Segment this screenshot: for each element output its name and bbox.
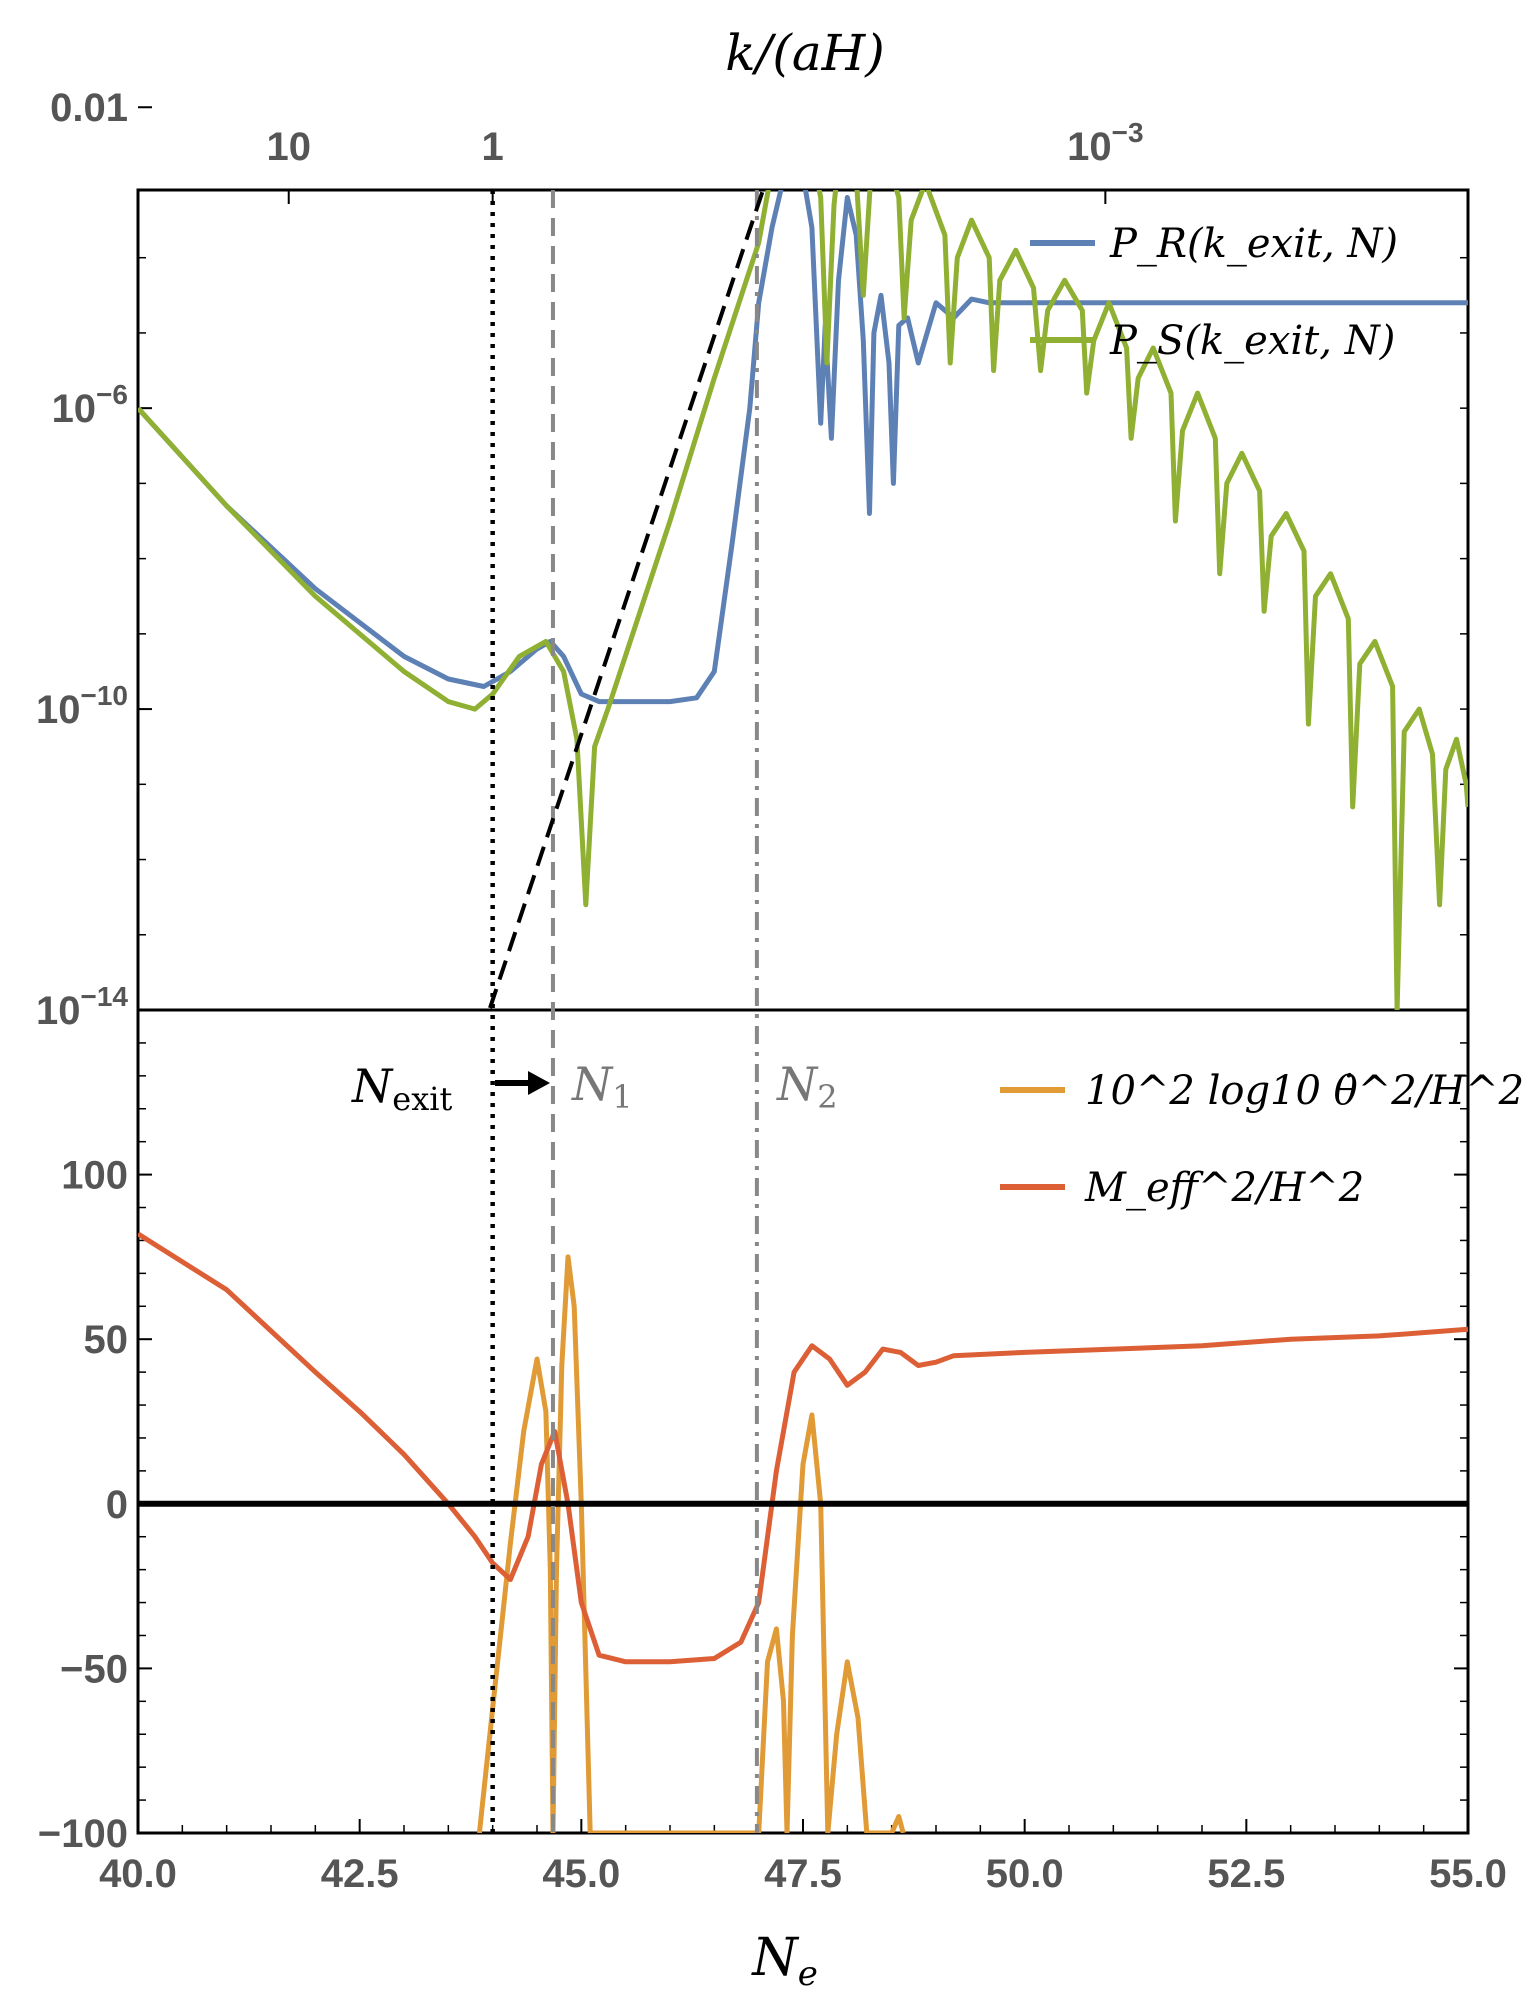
y-tick-label: −50 — [60, 1647, 128, 1691]
top-axis-tick-label: 10 — [266, 125, 311, 169]
y-tick-label: 10−14 — [36, 981, 128, 1033]
top-legend: P_R(k_exit, N) P_S(k_exit, N) — [1030, 221, 1398, 364]
bottom-series-group — [138, 1231, 1468, 1833]
y-tick-label: 10−10 — [36, 680, 128, 732]
axis-ticks: 0.01 10−6 10−10 10−14 10 1 10−3 100 50 0 −50 −10040… — [36, 86, 1507, 1896]
top-panel-frame — [136, 188, 1470, 1012]
y-tick-label: 10−6 — [52, 379, 128, 431]
n1-label: N1 — [571, 1057, 633, 1116]
reference-lines — [488, 189, 765, 1833]
x-tick-label: 50.0 — [986, 1852, 1064, 1896]
top-axis-tick-label: 10−3 — [1067, 117, 1143, 169]
y-tick-label: 0.01 — [50, 86, 128, 130]
x-tick-label: 40.0 — [99, 1852, 177, 1896]
n2-label: N2 — [776, 1057, 838, 1116]
legend-label-ps: P_S(k_exit, N) — [1109, 318, 1395, 364]
y-tick-label: −100 — [38, 1812, 128, 1856]
y-tick-label: 100 — [61, 1154, 128, 1198]
y-tick-label: 0 — [106, 1483, 128, 1527]
top-axis-label: k/(aH) — [725, 24, 885, 82]
series-line-meff — [138, 1231, 1468, 1665]
bottom-legend: 10^2 log10 θ̇^2/H^2 M_eff^2/H^2 — [1000, 1068, 1524, 1211]
x-tick-label: 55.0 — [1429, 1852, 1507, 1896]
top-axis-tick-label: 1 — [482, 125, 504, 169]
x-tick-label: 52.5 — [1207, 1852, 1285, 1896]
top-series-group — [138, 190, 1468, 1010]
x-tick-label: 45.0 — [542, 1852, 620, 1896]
series-line-ps — [138, 190, 1468, 1010]
series-line-theta-dot — [476, 1254, 906, 1833]
legend-label-pr: P_R(k_exit, N) — [1109, 221, 1398, 267]
bottom-axis-label: Ne — [750, 1928, 818, 1994]
legend-label-theta: 10^2 log10 θ̇^2/H^2 — [1085, 1068, 1524, 1114]
right-arrow-icon — [495, 1071, 550, 1095]
n-exit-label: Nexit — [351, 1059, 452, 1118]
legend-label-meff: M_eff^2/H^2 — [1084, 1165, 1364, 1211]
growth-rate-dashed-line — [488, 189, 765, 1009]
bottom-panel-frame — [136, 1008, 1470, 1835]
y-tick-label: 50 — [84, 1318, 129, 1362]
x-tick-label: 42.5 — [321, 1852, 399, 1896]
x-tick-label: 47.5 — [764, 1852, 842, 1896]
